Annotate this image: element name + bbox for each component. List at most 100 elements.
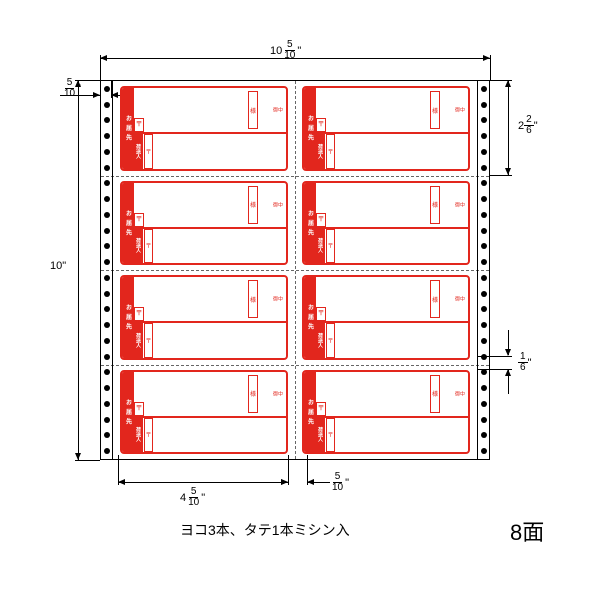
postal-mark: 〒 [134,402,144,416]
dim-top-ext-l [100,55,101,80]
dim-left-arrow-u [75,80,81,87]
label-sheet: お 届 先〒様御中荷送人〒お 届 先〒様御中荷送人〒お 届 先〒様御中荷送人〒お… [100,80,490,460]
dim-bcol-al [118,479,125,485]
perf-dot [104,212,110,218]
dim-left-ext-b [75,460,100,461]
label-cell: お 届 先〒様御中荷送人〒 [113,365,295,460]
postal-mark-sender: 〒 [144,418,153,452]
perf-dot [104,180,110,186]
perf-dot [481,322,487,328]
recipient-area: 〒様御中 [134,88,286,132]
sender-tab: 荷送人 [134,134,144,168]
onchu-text: 御中 [273,201,283,208]
dim-top-arrow-r [483,55,490,61]
perf-dot [481,306,487,312]
sender-area: 荷送人〒 [134,416,286,452]
sender-area: 荷送人〒 [134,321,286,357]
sama-box: 様 [430,375,440,413]
perf-dot [481,243,487,249]
perf-dot [481,133,487,139]
label-cell: お 届 先〒様御中荷送人〒 [113,176,295,271]
onchu-text: 御中 [273,390,283,397]
sender-area: 荷送人〒 [316,321,468,357]
perf-dot [104,432,110,438]
onchu-text: 御中 [273,296,283,303]
postal-mark-sender: 〒 [326,134,335,168]
onchu-text: 御中 [273,107,283,114]
dim-bcol-line [118,482,288,483]
postal-mark: 〒 [134,213,144,227]
perf-dot [481,291,487,297]
shipping-label: お 届 先〒様御中荷送人〒 [120,370,288,455]
postal-mark: 〒 [316,307,326,321]
sama-box: 様 [248,186,258,224]
perf-dot [104,117,110,123]
perf-dot [104,338,110,344]
perf-dot [481,212,487,218]
recipient-area: 〒様御中 [134,277,286,321]
perf-dot [481,369,487,375]
postal-mark-sender: 〒 [326,229,335,263]
dim-left-label: 10" [50,260,66,272]
postal-mark-sender: 〒 [326,418,335,452]
postal-mark-sender: 〒 [144,323,153,357]
onchu-text: 御中 [455,390,465,397]
perf-dot [481,448,487,454]
sender-tab: 荷送人 [134,418,144,452]
perf-dot [481,149,487,155]
perf-dot [104,306,110,312]
dim-top-label: 10 510 " [270,40,301,61]
postal-mark-sender: 〒 [326,323,335,357]
perf-dot [104,291,110,297]
label-cell: お 届 先〒様御中荷送人〒 [295,365,477,460]
perf-dot [104,165,110,171]
dim-right-row-label: 2 26 " [518,115,538,136]
onchu-text: 御中 [455,296,465,303]
sama-box: 様 [248,91,258,129]
perf-dot [481,228,487,234]
perf-dot [481,165,487,171]
perf-left [101,81,113,459]
perf-dot [104,401,110,407]
sender-tab: 荷送人 [134,323,144,357]
sama-box: 様 [430,280,440,318]
perf-dot [481,275,487,281]
dim-left-arrow-d [75,453,81,460]
shipping-label: お 届 先〒様御中荷送人〒 [302,370,470,455]
label-cell: お 届 先〒様御中荷送人〒 [295,270,477,365]
recipient-area: 〒様御中 [316,183,468,227]
onchu-text: 御中 [455,107,465,114]
shipping-label: お 届 先〒様御中荷送人〒 [302,181,470,266]
perf-dot [104,354,110,360]
perf-dot [481,86,487,92]
perf-dot [104,417,110,423]
recipient-area: 〒様御中 [134,372,286,416]
perf-dot [104,275,110,281]
shipping-label: お 届 先〒様御中荷送人〒 [120,86,288,171]
sender-area: 荷送人〒 [316,132,468,168]
recipient-tab: お 届 先 [304,183,316,264]
recipient-tab: お 届 先 [122,183,134,264]
perf-dot [104,243,110,249]
perf-dot [481,117,487,123]
dim-rr-ext-t [490,80,512,81]
recipient-area: 〒 様 御中 [316,277,468,321]
dim-rg-au [505,369,511,376]
perf-note: ヨコ3本、タテ1本ミシン入 [180,520,350,540]
recipient-tab: お 届 先 [304,88,316,169]
recipient-area: 〒様御中 [316,88,468,132]
faces-note: 8面 [510,515,544,547]
postal-mark-sender: 〒 [144,134,153,168]
postal-mark: 〒 [316,213,326,227]
perf-dot [481,432,487,438]
recipient-tab: お 届 先 [122,88,134,169]
perf-dot [104,322,110,328]
perf-dot [481,417,487,423]
perf-dot [481,259,487,265]
label-cell: お 届 先〒様御中荷送人〒 [295,81,477,176]
dim-bcol-label: 4 510 " [180,487,205,508]
postal-mark: 〒 [316,118,326,132]
label-cell: お 届 先〒様御中荷送人〒 [113,81,295,176]
perf-dot [104,102,110,108]
sender-tab: 荷送人 [316,134,326,168]
